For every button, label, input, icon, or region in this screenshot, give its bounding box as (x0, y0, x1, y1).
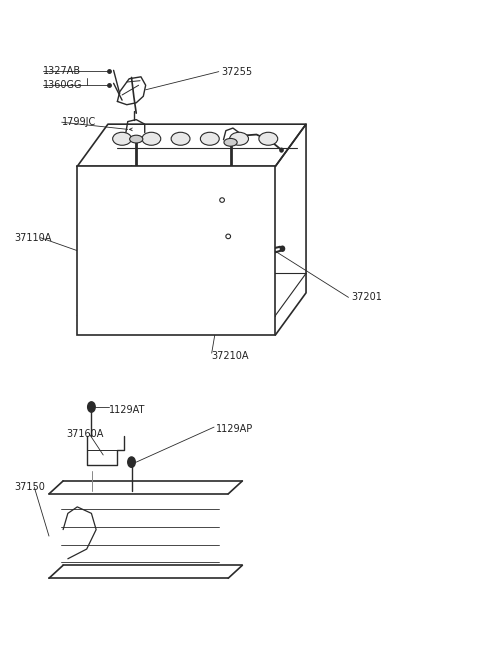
Ellipse shape (224, 139, 237, 147)
Ellipse shape (113, 132, 132, 145)
Circle shape (88, 402, 95, 412)
Text: 1360GG: 1360GG (43, 79, 83, 89)
Text: 37150: 37150 (14, 482, 46, 493)
Text: 1799JC: 1799JC (62, 117, 96, 127)
Bar (77, 166, 276, 335)
Text: 37255: 37255 (221, 66, 252, 77)
Ellipse shape (220, 198, 225, 202)
Ellipse shape (226, 234, 230, 238)
Text: 1327AB: 1327AB (43, 66, 81, 76)
Ellipse shape (279, 148, 284, 152)
Ellipse shape (200, 132, 219, 145)
Ellipse shape (259, 132, 278, 145)
Text: 37110A: 37110A (14, 233, 52, 242)
Ellipse shape (229, 132, 249, 145)
Ellipse shape (280, 246, 285, 252)
Circle shape (128, 457, 135, 467)
Text: 37210A: 37210A (212, 351, 249, 361)
Text: 37201: 37201 (351, 292, 382, 302)
Text: 1129AT: 1129AT (109, 405, 145, 415)
Text: 1129AP: 1129AP (216, 424, 253, 434)
Ellipse shape (142, 132, 161, 145)
Ellipse shape (130, 135, 143, 143)
Ellipse shape (171, 132, 190, 145)
Text: 37160A: 37160A (66, 428, 104, 439)
